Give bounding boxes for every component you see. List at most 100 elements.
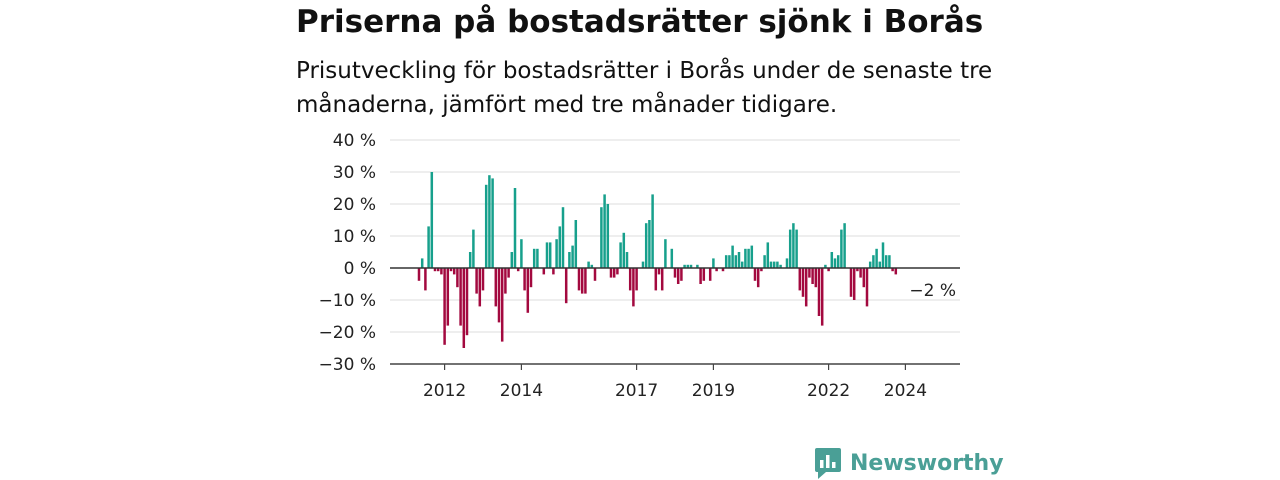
y-tick-label: 0 %	[344, 259, 376, 279]
bar	[478, 268, 482, 307]
last-value-label: −2 %	[909, 281, 956, 301]
bar	[456, 268, 459, 288]
bar	[872, 255, 875, 268]
chart-subtitle: Prisutveckling för bostadsrätter i Borås…	[296, 58, 993, 118]
bar	[654, 268, 658, 291]
bar	[600, 207, 603, 268]
bar	[862, 268, 866, 288]
bar	[500, 268, 504, 342]
bar	[676, 268, 680, 284]
bar	[548, 242, 552, 268]
y-tick-label: 20 %	[333, 195, 376, 215]
bar	[779, 264, 782, 268]
bar	[526, 268, 530, 313]
bar	[651, 194, 654, 268]
bar	[536, 248, 539, 268]
bar	[696, 264, 699, 268]
bar	[558, 226, 562, 268]
bar	[449, 268, 453, 272]
bar	[702, 268, 706, 281]
bar	[776, 261, 779, 268]
grid-lines	[390, 139, 960, 333]
tick-labels: 40 % 30 % 20 % 10 % 0 % −10 % −20 % −30 % 2012 20…	[319, 131, 956, 401]
bar	[481, 268, 485, 291]
bar	[689, 264, 693, 268]
bar	[488, 175, 491, 268]
bar	[561, 207, 565, 268]
bar	[840, 229, 843, 268]
bar	[628, 268, 632, 291]
bar	[494, 268, 498, 307]
bar	[577, 268, 581, 291]
bar	[484, 184, 488, 268]
bar	[843, 223, 846, 268]
bar	[894, 268, 898, 275]
bar	[731, 245, 734, 268]
y-tick-label: −30 %	[319, 355, 376, 375]
x-tick-label: 2014	[500, 381, 543, 401]
x-tick-label: 2012	[423, 381, 466, 401]
bar	[542, 268, 546, 275]
bar	[699, 268, 702, 284]
bar	[446, 268, 450, 326]
bar	[644, 223, 648, 268]
bar	[555, 239, 558, 268]
bar	[632, 268, 635, 307]
bar	[648, 220, 651, 268]
bar	[465, 268, 469, 336]
bar	[584, 268, 587, 294]
y-tick-label: 30 %	[333, 163, 376, 183]
bar	[888, 255, 891, 268]
bar	[856, 268, 859, 272]
bar	[686, 264, 690, 268]
bar	[740, 261, 744, 268]
bar	[849, 268, 853, 297]
bar	[424, 268, 427, 291]
bar	[728, 255, 731, 268]
bar	[673, 268, 677, 278]
bar	[795, 229, 798, 268]
bar	[571, 245, 574, 268]
bar	[452, 268, 456, 275]
bar	[443, 268, 446, 345]
bar	[817, 268, 821, 316]
bar	[504, 268, 507, 294]
bar	[513, 188, 517, 268]
bar	[417, 268, 421, 281]
bar	[744, 248, 747, 268]
bar	[497, 268, 501, 323]
bar	[545, 242, 549, 268]
bar	[532, 248, 536, 268]
bar	[635, 268, 638, 291]
bar	[440, 268, 443, 275]
bar	[798, 268, 802, 291]
bar	[760, 268, 763, 272]
bar	[792, 223, 795, 268]
bar	[606, 204, 610, 268]
bar	[824, 264, 827, 268]
bar	[612, 268, 616, 278]
bar	[721, 268, 725, 272]
bar	[827, 268, 830, 272]
bar	[568, 252, 571, 268]
bar	[472, 229, 475, 268]
bar	[830, 252, 834, 268]
bar	[593, 268, 597, 281]
bar	[804, 268, 808, 307]
bar	[520, 239, 523, 268]
bar	[734, 255, 738, 268]
bar	[603, 194, 606, 268]
bar	[836, 255, 840, 268]
bar	[814, 268, 818, 288]
bar	[820, 268, 824, 326]
bars	[417, 172, 898, 348]
bar	[420, 258, 424, 268]
bar	[801, 268, 805, 297]
chart-title: Priserna på bostadsrätter sjönk i Borås	[296, 4, 984, 40]
newsworthy-logo-icon	[815, 448, 841, 479]
bar	[852, 268, 856, 300]
bar	[619, 242, 622, 268]
bar	[664, 239, 667, 268]
y-tick-label: 40 %	[333, 131, 376, 151]
